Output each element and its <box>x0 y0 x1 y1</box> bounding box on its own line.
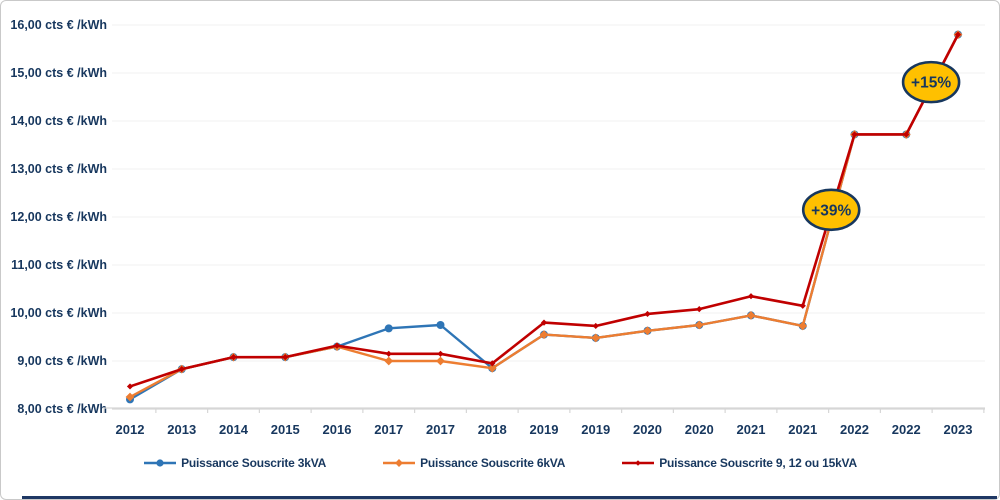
x-axis-tick-label: 2015 <box>271 422 300 437</box>
legend-label-3kva: Puissance Souscrite 3kVA <box>181 456 327 470</box>
x-axis-tick-label: 2020 <box>685 422 714 437</box>
data-point-marker <box>954 31 962 38</box>
x-axis-tick-label: 2019 <box>581 422 610 437</box>
y-axis-tick-label: 14,00 cts € /kWh <box>10 114 107 128</box>
y-axis-tick-label: 16,00 cts € /kWh <box>10 18 107 32</box>
legend-item-9-15kva: Puissance Souscrite 9, 12 ou 15kVA <box>621 456 857 470</box>
series-2 <box>126 31 962 390</box>
x-axis-tick-label: 2022 <box>840 422 869 437</box>
data-point-marker <box>395 459 404 467</box>
data-point-marker <box>384 324 393 333</box>
data-point-marker <box>156 459 164 467</box>
y-axis-tick-label: 8,00 cts € /kWh <box>17 402 107 416</box>
legend-marker-9-15kva-icon <box>622 460 655 466</box>
data-point-marker <box>436 321 445 329</box>
x-axis-tick-label: 2016 <box>323 422 352 437</box>
x-axis-tick-label: 2018 <box>478 422 507 437</box>
data-point-marker <box>746 311 756 320</box>
legend-item-3kva: Puissance Souscrite 3kVA <box>143 456 326 470</box>
data-point-marker <box>384 356 394 366</box>
annotation-text: +39% <box>811 202 851 219</box>
x-axis-tick-label: 2021 <box>737 422 766 437</box>
annotation-text: +15% <box>911 75 951 92</box>
data-point-marker <box>487 363 497 373</box>
annotation-callout: +39% <box>801 188 861 232</box>
x-axis-tick-label: 2014 <box>219 422 249 437</box>
y-axis-tick-label: 11,00 cts € /kWh <box>11 258 107 272</box>
legend-marker-3kva-icon <box>144 459 177 467</box>
x-axis-tick-label: 2022 <box>892 422 921 437</box>
annotation-ellipse <box>801 188 861 232</box>
data-point-marker <box>333 342 341 349</box>
x-axis-tick-label: 2021 <box>788 422 817 437</box>
data-point-marker <box>694 320 704 330</box>
data-point-marker <box>282 354 289 361</box>
chart-legend: Puissance Souscrite 3kVA Puissance Sousc… <box>0 456 1000 470</box>
legend-label-6kva: Puissance Souscrite 6kVA <box>420 456 566 470</box>
data-point-marker <box>178 366 185 373</box>
y-axis-tick-label: 12,00 cts € /kWh <box>10 210 107 224</box>
data-point-marker <box>437 350 444 357</box>
data-point-marker <box>126 383 134 390</box>
data-point-marker <box>635 460 641 466</box>
data-point-marker <box>540 319 548 326</box>
data-point-marker <box>489 360 496 367</box>
legend-marker-6kva-icon <box>383 459 416 467</box>
y-axis-tick-label: 9,00 cts € /kWh <box>17 354 107 368</box>
y-axis-tick-label: 10,00 cts € /kWh <box>10 306 107 320</box>
data-point-marker <box>591 333 601 343</box>
x-axis-tick-label: 2019 <box>530 422 559 437</box>
x-axis-tick-label: 2013 <box>167 422 196 437</box>
data-point-marker <box>799 302 806 309</box>
y-axis-tick-label: 13,00 cts € /kWh <box>10 162 107 176</box>
data-point-marker <box>539 330 549 339</box>
annotation-callout: +15% <box>901 60 961 104</box>
data-point-marker <box>747 293 755 300</box>
bottom-accent-bar <box>22 496 997 499</box>
data-point-marker <box>436 356 445 366</box>
data-point-marker <box>643 326 652 336</box>
x-axis-tick-label: 2023 <box>944 422 973 437</box>
annotation-ellipse <box>901 60 961 104</box>
x-axis-tick-label: 2017 <box>426 422 455 437</box>
data-point-marker <box>385 350 392 357</box>
x-axis-tick-label: 2017 <box>374 422 403 437</box>
data-point-marker <box>903 131 910 138</box>
data-point-marker <box>592 322 599 330</box>
legend-label-9-15kva: Puissance Souscrite 9, 12 ou 15kVA <box>659 456 857 470</box>
legend-item-6kva: Puissance Souscrite 6kVA <box>382 456 565 470</box>
y-axis-tick-label: 15,00 cts € /kWh <box>10 66 107 80</box>
x-axis-tick-label: 2020 <box>633 422 662 437</box>
data-point-marker <box>696 306 703 313</box>
data-point-marker <box>230 354 237 361</box>
data-point-marker <box>851 131 858 138</box>
data-point-marker <box>125 392 135 402</box>
data-point-marker <box>644 310 651 318</box>
x-axis-tick-label: 2012 <box>116 422 145 437</box>
data-point-marker <box>798 321 808 331</box>
line-chart: 8,00 cts € /kWh 9,00 cts € /kWh 10,00 cts … <box>10 18 985 437</box>
